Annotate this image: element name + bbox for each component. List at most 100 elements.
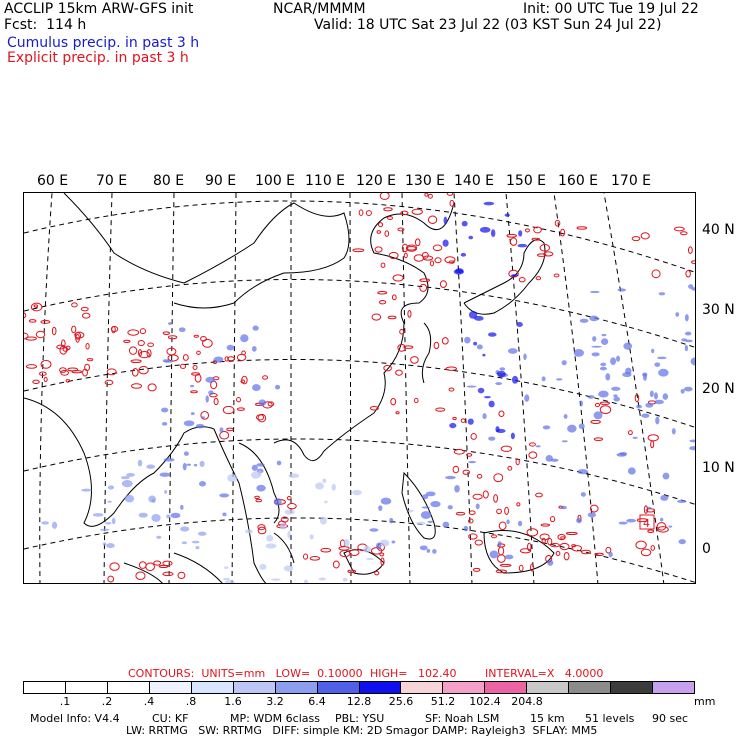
precip-cell [599,405,612,415]
precip-cell [455,268,464,274]
precip-cell [130,383,143,389]
precip-cell [40,320,51,324]
precip-cell [199,460,205,468]
precip-cell [547,537,553,546]
precip-cell [107,500,112,503]
precip-cell [662,472,670,480]
precip-cell [131,368,139,377]
precip-cell [472,567,481,572]
map-canvas: 4 [24,193,695,583]
longitude-label: 70 E [96,173,128,189]
precip-cell [589,504,599,513]
precip-cell [535,492,543,498]
precip-cell [619,452,628,456]
precip-cell [331,483,336,491]
precip-cell [560,228,566,237]
precip-cell [685,339,693,343]
precip-cell [442,521,450,528]
precip-cell [251,471,261,479]
precip-cell [128,346,138,355]
precip-cell [528,451,538,459]
precip-cell [460,418,466,423]
precip-cell [642,372,648,377]
precip-cell [121,480,133,488]
precip-cell [611,386,621,391]
precip-cell [650,545,656,551]
precip-cell [226,344,235,351]
precip-cell [515,458,520,466]
precip-cell [395,369,403,376]
precip-cell [517,520,523,527]
precip-cell [549,516,556,523]
precip-cell [257,413,267,423]
precip-cell [495,426,500,433]
precip-cell [196,350,201,355]
precip-cell [509,237,518,246]
precip-cell [379,552,385,557]
precip-cell [403,252,408,259]
precip-cell [403,345,414,349]
colorbar-tick-label: 6.4 [308,695,326,708]
precip-cell [684,314,689,322]
precip-cell [391,294,397,301]
precip-cell [252,384,261,392]
precip-cell [168,322,173,325]
precip-cell [658,292,666,296]
precip-cell [139,328,147,335]
precip-cell [320,547,332,553]
precip-cell [540,523,551,527]
precip-cell [427,193,433,199]
precip-cell [162,331,170,336]
precip-cell [28,319,37,323]
precip-cell [180,504,184,510]
precip-cell [166,514,171,519]
precip-cell [518,230,523,237]
precip-cell [577,469,589,475]
colorbar-tick-label: 204.8 [511,695,543,708]
latitude-label: 40 N [702,222,735,238]
precip-cell [662,393,669,400]
contour-info: CONTOURS: UNITS=mm LOW= 0.10000 [128,667,363,680]
resolution: 15 km [530,712,565,725]
sf-scheme: SF: Noah LSM [425,712,500,725]
precip-cell [541,537,546,545]
precip-cell [24,312,27,319]
precip-cell [591,352,600,357]
precip-cell [640,232,650,240]
precip-cell [240,334,249,343]
precip-cell [349,548,360,556]
precip-cell [539,533,550,541]
longitude-label: 100 E [255,173,296,189]
precip-cell [59,345,68,355]
init-time: Init: 00 UTC Tue 19 Jul 22 [523,1,699,17]
colorbar-tick-label: .1 [59,695,71,708]
colorbar-swatch [191,682,234,693]
precip-cell [441,337,449,345]
colorbar-swatch [653,682,694,693]
colorbar-swatch [149,682,192,693]
precip-cell [138,561,147,569]
precip-cell [208,390,214,396]
precip-cell [526,528,539,537]
precip-cell [178,327,186,333]
contour-interval: INTERVAL=X 4.0000 [485,667,604,680]
precip-cell [205,395,209,403]
precip-cell [472,493,483,500]
precip-cell [137,340,145,347]
forecast-hour: Fcst: 114 h [4,17,87,33]
precip-cell [445,366,458,371]
colorbar-tick-label: 25.6 [388,695,414,708]
colorbar-swatch [527,682,570,693]
colorbar-swatch [611,682,654,693]
precip-cell [276,460,282,466]
precip-cell [497,546,505,556]
precip-cell [226,427,234,432]
precip-cell [427,215,438,225]
precip-cell [618,521,628,525]
precip-cell [430,501,441,508]
precip-cell [524,228,530,233]
precip-cell [470,433,477,440]
precip-cell [280,516,289,523]
precip-cell [205,376,216,383]
precip-cell [579,400,584,407]
